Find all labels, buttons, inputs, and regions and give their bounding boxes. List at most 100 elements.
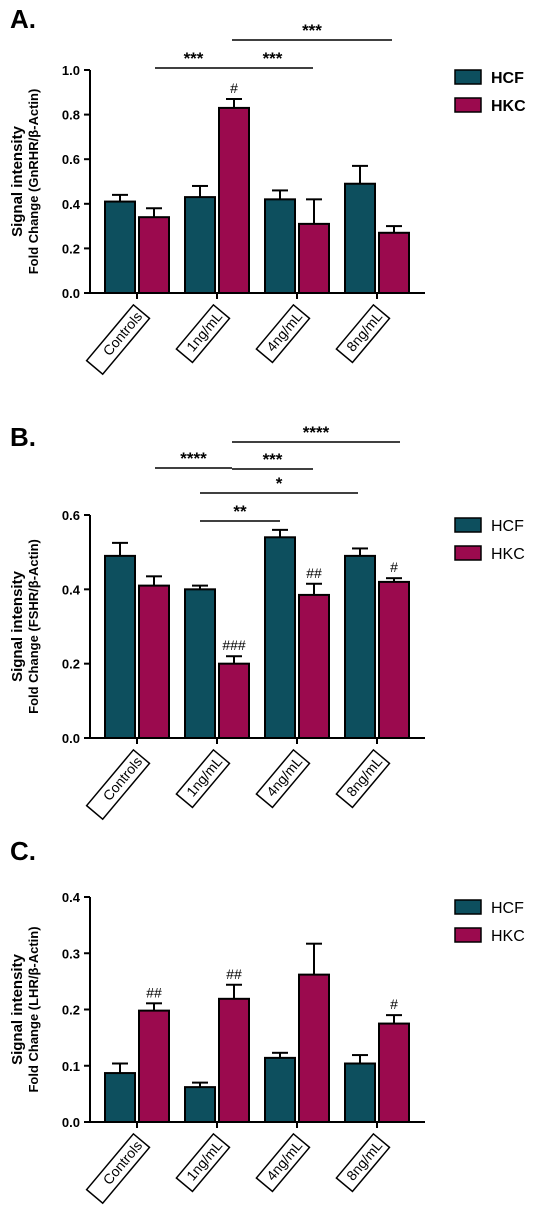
significance-stars: ** [233, 502, 247, 521]
category-label-group: 1ng/mL [175, 303, 231, 364]
significance-hash: ## [226, 966, 242, 982]
y-tick-label: 0.4 [62, 582, 81, 597]
y-tick-label: 0.3 [62, 946, 80, 961]
panel-letter: A. [10, 4, 36, 34]
category-label-box [335, 303, 391, 364]
legend-label-hkc: HKC [491, 928, 525, 945]
category-label-box [85, 1132, 151, 1205]
significance-stars: **** [303, 423, 330, 442]
bar-hcf [104, 1072, 136, 1123]
y-axis-label-line2: Fold Change (GnRHR/β-Actin) [26, 89, 41, 275]
significance-hash: # [230, 80, 238, 96]
legend-label-hcf: HCF [491, 518, 524, 535]
bar-hcf [184, 588, 216, 739]
category-label-box [255, 1132, 311, 1193]
y-tick-label: 0.4 [62, 197, 81, 212]
y-axis-label-line2: Fold Change (FSHR/β-Actin) [26, 539, 41, 714]
panel-letter: C. [10, 836, 36, 866]
category-label-group: 8ng/mL [335, 1132, 391, 1193]
bar-hcf [184, 196, 216, 294]
y-tick-label: 0.4 [62, 890, 81, 905]
y-tick-label: 0.0 [62, 731, 80, 746]
legend-swatch-hkc [454, 927, 482, 943]
category-label-group: Controls [85, 303, 151, 376]
category-label-box [255, 748, 311, 809]
significance-hash: # [390, 996, 398, 1012]
legend-label-hkc: HKC [491, 98, 526, 115]
bar-hkc [378, 231, 410, 294]
bar-hkc [218, 997, 250, 1123]
significance-stars: *** [184, 49, 204, 68]
category-label-box [335, 1132, 391, 1193]
chart-panel-3: C. Signal intensity Fold Change (LHR/β-Act… [9, 836, 525, 1205]
legend-swatch-hkc [454, 97, 482, 113]
y-tick-label: 1.0 [62, 63, 80, 78]
significance-hash: ### [222, 637, 246, 653]
category-label-box [175, 303, 231, 364]
y-tick-label: 0.0 [62, 1115, 80, 1130]
y-axis-label-line2: Fold Change (LHR/β-Actin) [26, 926, 41, 1092]
category-label-group: 4ng/mL [255, 748, 311, 809]
panel-letter: B. [10, 422, 36, 452]
bar-hcf [344, 1062, 376, 1123]
significance-hash: ## [146, 984, 162, 1000]
y-tick-label: 0.6 [62, 152, 80, 167]
legend-swatch-hcf [454, 69, 482, 85]
y-tick-label: 0.6 [62, 508, 80, 523]
y-axis-label-line1: Signal intensity [9, 570, 26, 682]
legend-swatch-hcf [454, 517, 482, 533]
legend-label-hcf: HCF [491, 70, 524, 87]
y-tick-label: 0.8 [62, 108, 80, 123]
bar-hkc [378, 580, 410, 740]
bar-hkc [138, 1009, 170, 1123]
significance-stars: *** [302, 21, 322, 40]
y-tick-label: 0.1 [62, 1059, 80, 1074]
category-label-box [85, 748, 151, 821]
significance-stars: *** [263, 450, 283, 469]
significance-stars: **** [180, 449, 207, 468]
y-tick-label: 0.0 [62, 286, 80, 301]
significance-hash: ## [306, 565, 322, 581]
significance-stars: *** [263, 49, 283, 68]
bar-hkc [298, 973, 330, 1123]
y-axis-label-line1: Signal intensity [9, 125, 26, 237]
bar-hcf [184, 1086, 216, 1123]
y-axis-label-line1: Signal intensity [9, 953, 26, 1065]
bar-hkc [298, 222, 330, 294]
legend-swatch-hcf [454, 899, 482, 915]
chart-panel-2: B. Signal intensity Fold Change (FSHR/β-Ac… [9, 422, 525, 821]
bar-hkc [218, 106, 250, 294]
bar-hcf [344, 182, 376, 294]
y-tick-label: 0.2 [62, 241, 80, 256]
legend-swatch-hkc [454, 545, 482, 561]
category-label-box [85, 303, 151, 376]
y-tick-label: 0.2 [62, 657, 80, 672]
bar-hcf [104, 200, 136, 295]
legend-label-hcf: HCF [491, 900, 524, 917]
bar-hcf [344, 554, 376, 740]
significance-stars: * [276, 474, 283, 493]
chart-panel-1: A. Signal intensity Fold Change (GnRHR/β-A… [9, 4, 526, 376]
category-label-group: Controls [85, 1132, 151, 1205]
category-label-group: Controls [85, 748, 151, 821]
bar-hcf [264, 536, 296, 739]
category-label-group: 4ng/mL [255, 1132, 311, 1193]
category-label-group: 8ng/mL [335, 748, 391, 809]
bar-hkc [298, 593, 330, 739]
bar-hcf [264, 1056, 296, 1123]
significance-hash: # [390, 559, 398, 575]
category-label-group: 1ng/mL [175, 748, 231, 809]
category-label-box [175, 748, 231, 809]
bar-hcf [264, 198, 296, 294]
category-label-group: 1ng/mL [175, 1132, 231, 1193]
bar-hcf [104, 554, 136, 740]
bar-hkc [378, 1022, 410, 1123]
category-label-group: 4ng/mL [255, 303, 311, 364]
bar-hkc [138, 584, 170, 739]
category-label-box [335, 748, 391, 809]
category-label-box [175, 1132, 231, 1193]
category-label-group: 8ng/mL [335, 303, 391, 364]
category-label-box [255, 303, 311, 364]
y-tick-label: 0.2 [62, 1003, 80, 1018]
